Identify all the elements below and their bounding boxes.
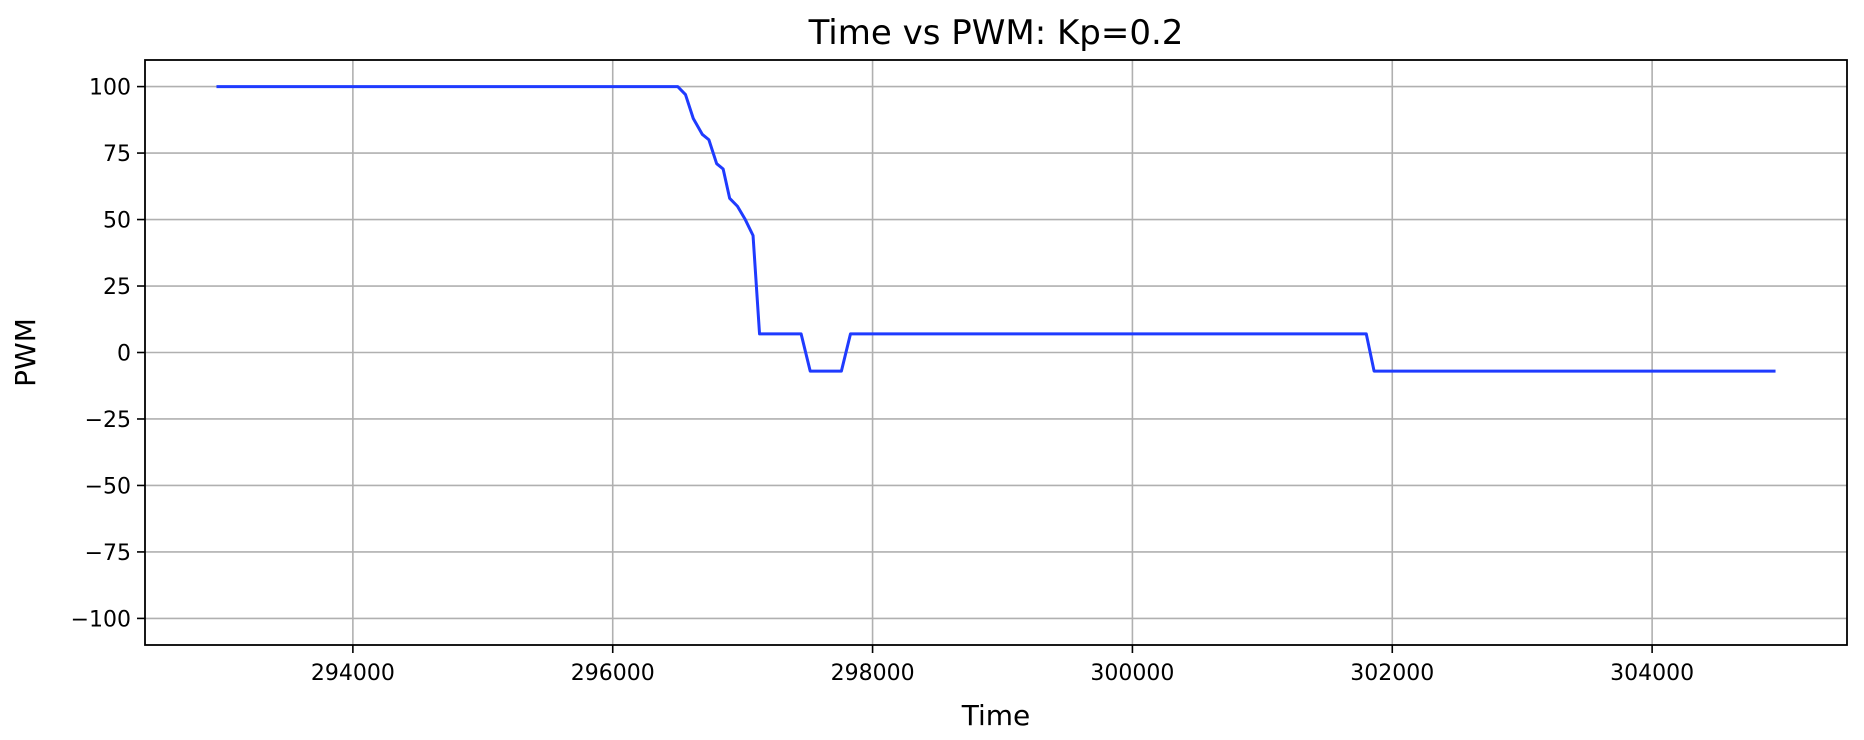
y-axis: 100 75 50 25 0 −25 −50 −75 −100 (71, 76, 145, 632)
series-line (216, 85, 1776, 373)
grid (145, 60, 1847, 645)
y-tick-label: −50 (85, 474, 131, 499)
series-layer (216, 85, 1776, 373)
x-tick-label: 304000 (1610, 661, 1694, 686)
y-tick-label: 50 (103, 209, 131, 234)
x-tick-label: 298000 (831, 661, 915, 686)
y-tick-label: −75 (85, 541, 131, 566)
chart-title: Time vs PWM: Kp=0.2 (808, 13, 1184, 53)
x-axis-label: Time (961, 699, 1031, 732)
x-axis: 294000 296000 298000 300000 302000 304000 (311, 645, 1694, 686)
x-tick-label: 296000 (571, 661, 655, 686)
y-tick-label: −25 (85, 408, 131, 433)
y-tick-label: 25 (103, 275, 131, 300)
y-tick-label: 75 (103, 142, 131, 167)
y-tick-label: −100 (71, 607, 131, 632)
y-axis-label: PWM (9, 318, 42, 387)
x-tick-label: 294000 (311, 661, 395, 686)
y-tick-label: 0 (117, 342, 131, 367)
y-tick-label: 100 (89, 76, 131, 101)
x-tick-label: 300000 (1090, 661, 1174, 686)
x-tick-label: 302000 (1350, 661, 1434, 686)
